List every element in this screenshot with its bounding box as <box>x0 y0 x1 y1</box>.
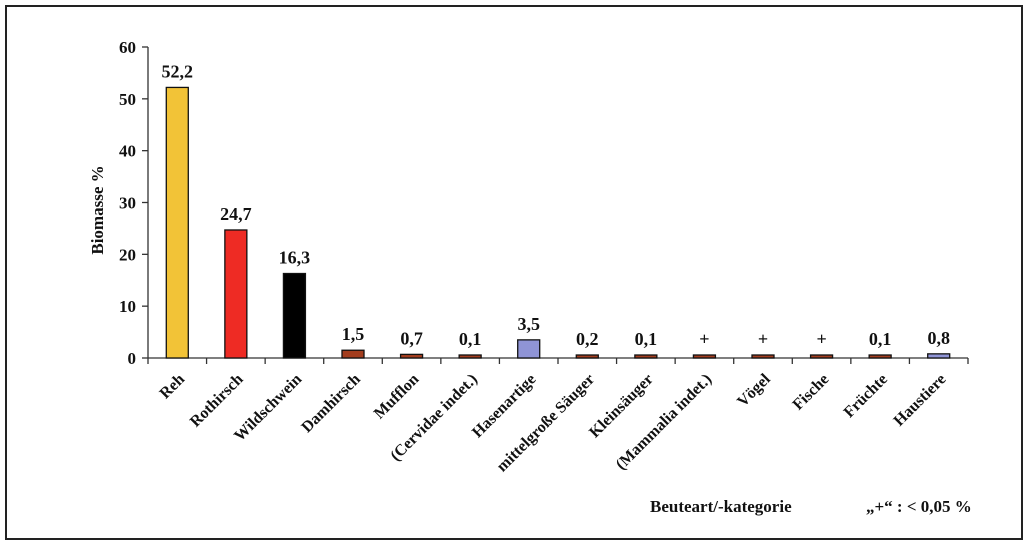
y-tick-label: 0 <box>128 349 137 368</box>
bar <box>868 354 892 359</box>
data-label: + <box>758 329 768 349</box>
data-label: 24,7 <box>220 204 252 224</box>
bar <box>399 353 424 359</box>
category-label: Vögel <box>734 370 774 410</box>
data-label: 0,7 <box>400 328 423 348</box>
data-label: 52,2 <box>162 61 194 81</box>
plus-note: „+“ : < 0,05 % <box>866 497 972 516</box>
bar <box>634 354 658 359</box>
bar <box>809 354 834 359</box>
bar <box>751 354 775 359</box>
bar <box>517 339 541 359</box>
data-label: + <box>816 329 826 349</box>
data-label: 1,5 <box>342 324 365 344</box>
data-label: 16,3 <box>279 248 311 268</box>
category-label: Rothirsch <box>187 371 247 431</box>
category-label: Damhirsch <box>298 371 364 437</box>
y-tick-label: 30 <box>119 194 136 213</box>
bar <box>165 86 189 359</box>
data-label: 0,8 <box>927 328 950 348</box>
y-tick-label: 20 <box>119 245 136 264</box>
x-axis-label: Beuteart/-kategorie <box>650 497 792 516</box>
y-tick-label: 10 <box>119 297 136 316</box>
category-label: mittelgroße Säuger <box>494 371 599 476</box>
bars: 52,2Reh24,7Rothirsch16,3Wildschwein1,5Da… <box>157 61 951 476</box>
y-tick-label: 60 <box>119 38 136 57</box>
data-label: 3,5 <box>517 314 540 334</box>
y-tick-label: 40 <box>119 142 136 161</box>
bar <box>692 354 717 359</box>
category-label: Früchte <box>841 371 891 421</box>
bar <box>282 272 307 359</box>
category-label: Reh <box>157 371 189 403</box>
data-label: 0,2 <box>576 329 599 349</box>
y-tick-label: 50 <box>119 90 136 109</box>
category-label: Haustiere <box>891 371 950 430</box>
category-label: Fische <box>790 371 833 414</box>
category-label: Mufflon <box>371 371 423 423</box>
data-label: 0,1 <box>869 329 892 349</box>
data-label: 0,1 <box>459 329 482 349</box>
bar <box>927 353 951 359</box>
bar <box>458 354 482 359</box>
bar <box>224 229 248 359</box>
data-label: 0,1 <box>635 329 658 349</box>
y-axis-label: Biomasse % <box>88 165 107 254</box>
data-label: + <box>699 329 709 349</box>
bar <box>341 349 365 359</box>
bar <box>575 354 599 359</box>
